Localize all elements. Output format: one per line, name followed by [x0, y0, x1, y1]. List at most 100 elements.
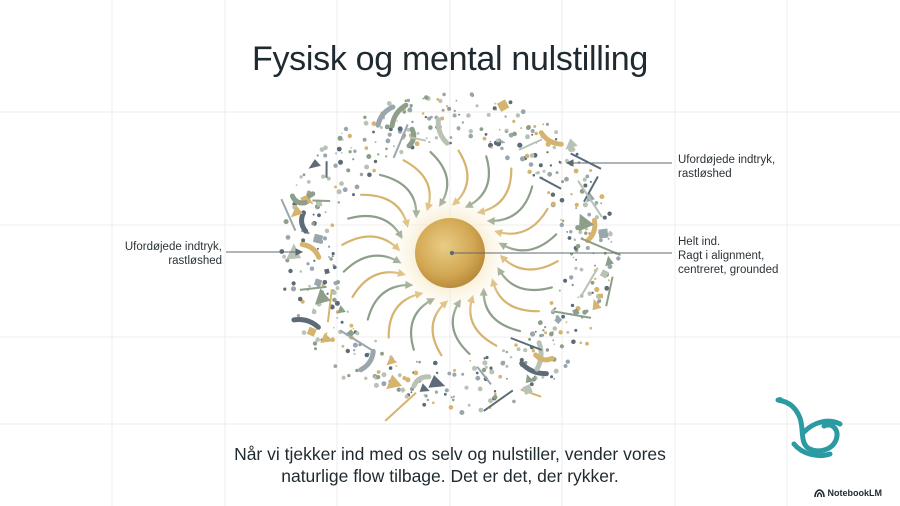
debris-speck — [385, 155, 388, 158]
debris-speck — [301, 238, 306, 243]
debris-speck — [575, 243, 581, 249]
debris-speck — [489, 366, 493, 370]
debris-speck — [584, 231, 588, 235]
debris-speck — [505, 350, 509, 354]
debris-stick — [580, 237, 621, 257]
debris-speck — [582, 309, 588, 315]
debris-speck — [479, 127, 484, 131]
debris-speck — [447, 106, 452, 111]
debris-speck — [520, 109, 526, 115]
debris-speck — [558, 330, 563, 335]
brand-name: NotebookLM — [827, 488, 883, 498]
debris-speck — [515, 113, 521, 118]
debris-speck — [452, 372, 457, 377]
debris-speck — [577, 296, 579, 299]
debris-speck — [571, 339, 576, 345]
debris-speck — [331, 255, 334, 257]
debris-speck — [316, 247, 319, 250]
debris-speck — [441, 108, 445, 112]
debris-speck — [531, 349, 536, 353]
debris-speck — [348, 150, 352, 154]
debris-triangle — [386, 374, 403, 390]
debris-speck — [324, 228, 330, 234]
debris-speck — [347, 374, 351, 378]
debris-speck — [598, 299, 602, 302]
debris-speck — [527, 169, 532, 174]
debris-speck — [363, 120, 369, 126]
debris-speck — [352, 327, 355, 330]
debris-speck — [587, 212, 592, 217]
debris-stick — [605, 276, 614, 307]
debris-speck — [554, 138, 558, 141]
debris-speck — [545, 348, 550, 352]
debris-stick — [299, 285, 327, 291]
debris-square — [496, 99, 510, 112]
debris-speck — [553, 368, 559, 374]
debris-speck — [526, 125, 531, 130]
debris-speck — [317, 213, 321, 218]
debris-speck — [333, 163, 338, 168]
debris-square — [599, 269, 610, 279]
debris-speck — [422, 402, 427, 407]
debris-speck — [428, 125, 433, 130]
debris-speck — [505, 364, 509, 368]
label-left-line-2: rastløshed — [168, 255, 222, 267]
label-right-mid-line-3: centreret, grounded — [678, 264, 779, 276]
debris-square — [399, 387, 406, 393]
debris-triangle — [314, 288, 331, 305]
label-left-line-1: Ufordøjede indtryk, — [124, 241, 222, 253]
debris-speck — [512, 119, 516, 123]
debris-speck — [314, 347, 317, 351]
debris-stick — [384, 391, 417, 422]
debris-speck — [296, 314, 300, 318]
debris-speck — [517, 142, 523, 148]
debris-squiggle — [291, 317, 321, 330]
debris-speck — [450, 396, 453, 399]
debris-speck — [561, 314, 565, 319]
debris-triangle — [290, 205, 303, 218]
debris-speck — [559, 222, 564, 228]
debris-speck — [550, 192, 556, 197]
debris-speck — [426, 398, 430, 402]
debris-speck — [594, 215, 600, 220]
debris-speck — [538, 163, 543, 168]
debris-speck — [355, 331, 360, 336]
debris-speck — [472, 365, 477, 371]
debris-speck — [547, 171, 553, 177]
debris-speck — [599, 238, 603, 243]
debris-speck — [353, 149, 357, 153]
debris-speck — [579, 341, 583, 345]
debris-speck — [453, 395, 455, 398]
debris-speck — [533, 125, 537, 128]
debris-speck — [328, 256, 330, 258]
debris-speck — [343, 126, 349, 132]
debris-stick — [583, 176, 599, 203]
debris-stick — [579, 267, 599, 299]
debris-speck — [442, 92, 446, 97]
debris-speck — [299, 175, 303, 179]
debris-speck — [558, 160, 561, 163]
debris-speck — [406, 98, 411, 103]
debris-speck — [346, 168, 351, 173]
debris-speck — [444, 388, 449, 393]
debris-speck — [397, 126, 403, 132]
debris-speck — [525, 134, 530, 140]
debris-stick — [518, 138, 543, 151]
label-right-top-line-1: Ufordøjede indtryk, — [678, 154, 776, 166]
debris-speck — [537, 320, 543, 326]
debris-speck — [572, 256, 575, 259]
debris-speck — [544, 331, 548, 335]
debris-speck — [469, 92, 474, 97]
debris-speck — [399, 149, 404, 155]
debris-speck — [386, 101, 392, 106]
debris-triangle — [525, 374, 534, 383]
debris-speck — [340, 151, 343, 154]
debris-speck — [542, 123, 545, 126]
debris-triangle — [419, 383, 430, 392]
debris-speck — [508, 100, 513, 105]
debris-speck — [495, 108, 497, 111]
debris-speck — [500, 360, 506, 366]
debris-speck — [563, 364, 568, 368]
debris-squiggle — [585, 217, 598, 244]
